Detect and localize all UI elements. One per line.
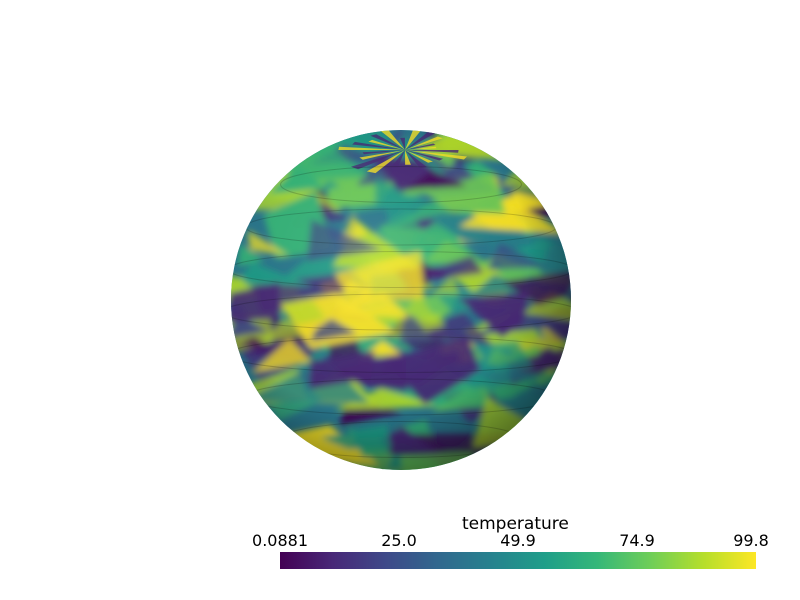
sphere-surface [231, 130, 571, 470]
colorbar-tick-label: 74.9 [619, 531, 655, 550]
colorbar-tick-label: 99.8 [733, 531, 769, 550]
colorbar-tick-label: 25.0 [381, 531, 417, 550]
colorbar-tick-label: 49.9 [500, 531, 536, 550]
colorbar-title: temperature [462, 514, 569, 534]
colorbar-tick-label: 0.0881 [252, 531, 308, 550]
colorbar-gradient [280, 552, 756, 569]
